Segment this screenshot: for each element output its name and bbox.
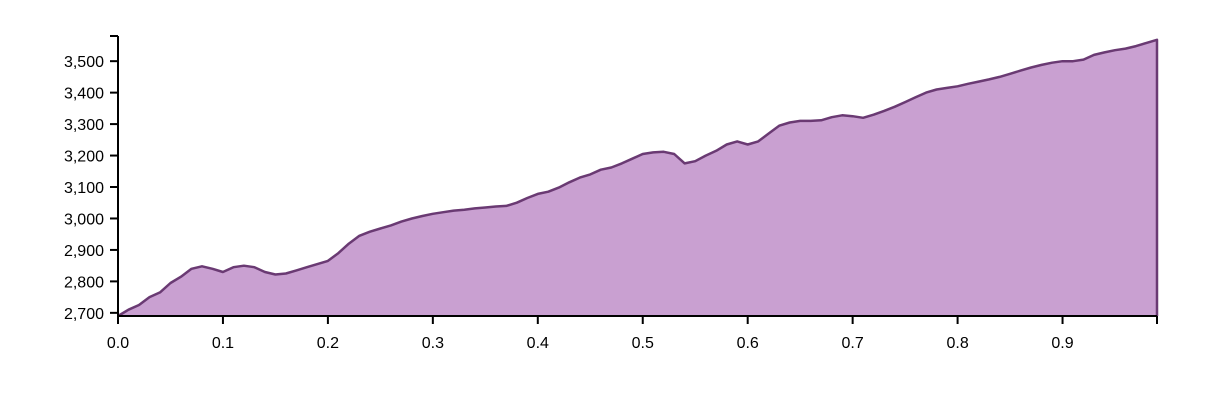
x-tick-label: 0.5 — [632, 335, 654, 352]
y-tick-label: 3,000 — [64, 211, 104, 228]
x-axis: 0.0 0.1 0.2 0.3 0.4 0.5 0.6 0.7 0.8 0.9 — [107, 316, 1157, 352]
plot-area — [118, 40, 1157, 316]
x-tick-label: 0.3 — [422, 335, 444, 352]
y-tick-label: 3,300 — [64, 117, 104, 134]
x-tick-label: 0.0 — [107, 335, 129, 352]
x-tick-label: 0.2 — [317, 335, 339, 352]
x-tick-label: 0.4 — [527, 335, 549, 352]
x-tick-label: 0.7 — [842, 335, 864, 352]
y-tick-label: 2,800 — [64, 274, 104, 291]
x-tick-label: 0.9 — [1051, 335, 1073, 352]
y-tick-label: 2,900 — [64, 243, 104, 260]
y-tick-label: 3,400 — [64, 86, 104, 103]
y-tick-label: 2,700 — [64, 306, 104, 323]
x-tick-label: 0.8 — [946, 335, 968, 352]
y-tick-label: 3,100 — [64, 180, 104, 197]
y-axis: 2,700 2,800 2,900 3,000 3,100 3,200 3,300 3,400… — [64, 36, 118, 323]
y-tick-label: 3,500 — [64, 54, 104, 71]
y-tick-label: 3,200 — [64, 149, 104, 166]
x-tick-label: 0.6 — [737, 335, 759, 352]
x-tick-label: 0.1 — [212, 335, 234, 352]
